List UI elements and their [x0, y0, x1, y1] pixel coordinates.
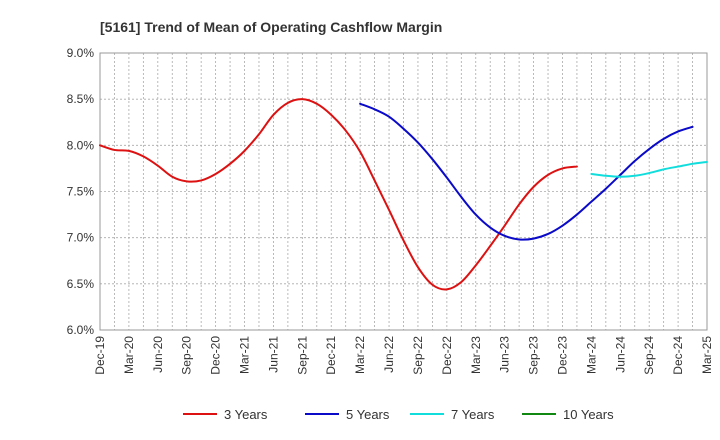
x-tick-label: Dec-22 — [440, 336, 454, 375]
series-line-5-years — [359, 102, 694, 241]
y-tick-label: 7.5% — [67, 185, 95, 199]
x-axis: Dec-19 Mar-20 Jun-20 Sep-20 Dec-20 Mar-21 Jun-… — [93, 336, 714, 375]
grid — [100, 53, 707, 330]
series-lines — [99, 98, 708, 291]
x-tick-label: Mar-21 — [238, 336, 252, 374]
x-tick-label: Sep-24 — [642, 336, 656, 375]
x-tick-label: Mar-23 — [469, 336, 483, 374]
x-tick-label: Mar-25 — [700, 336, 714, 374]
y-axis: 6.0% 6.5% 7.0% 7.5% 8.0% 8.5% 9.0% — [67, 46, 95, 337]
legend-label-3-years: 3 Years — [224, 407, 268, 422]
y-tick-label: 9.0% — [67, 46, 95, 60]
x-tick-label: Jun-21 — [266, 336, 280, 373]
x-tick-label: Dec-19 — [93, 336, 107, 375]
x-tick-label: Sep-23 — [527, 336, 541, 375]
x-tick-label: Sep-21 — [295, 336, 309, 375]
y-tick-label: 7.0% — [67, 231, 95, 245]
y-tick-label: 6.5% — [67, 277, 95, 291]
series-line-3-years — [99, 98, 578, 291]
x-tick-label: Dec-21 — [324, 336, 338, 375]
x-tick-label: Jun-22 — [382, 336, 396, 373]
series-line-7-years — [590, 160, 708, 178]
x-tick-label: Mar-20 — [122, 336, 136, 374]
y-tick-label: 8.0% — [67, 138, 95, 152]
legend-label-5-years: 5 Years — [346, 407, 390, 422]
legend: 3 Years 5 Years 7 Years 10 Years — [183, 407, 614, 422]
plot-frame — [99, 52, 708, 331]
x-tick-label: Mar-24 — [584, 336, 598, 374]
chart-title: [5161] Trend of Mean of Operating Cashfl… — [100, 19, 442, 35]
x-tick-label: Jun-24 — [613, 336, 627, 373]
x-tick-label: Sep-20 — [180, 336, 194, 375]
x-tick-label: Dec-20 — [209, 336, 223, 375]
x-tick-label: Jun-23 — [498, 336, 512, 373]
y-tick-label: 6.0% — [67, 323, 95, 337]
legend-label-7-years: 7 Years — [451, 407, 495, 422]
y-tick-label: 8.5% — [67, 92, 95, 106]
x-tick-label: Dec-23 — [555, 336, 569, 375]
legend-label-10-years: 10 Years — [563, 407, 614, 422]
x-tick-label: Mar-22 — [353, 336, 367, 374]
x-tick-label: Dec-24 — [671, 336, 685, 375]
x-tick-label: Jun-20 — [151, 336, 165, 373]
x-tick-label: Sep-22 — [411, 336, 425, 375]
